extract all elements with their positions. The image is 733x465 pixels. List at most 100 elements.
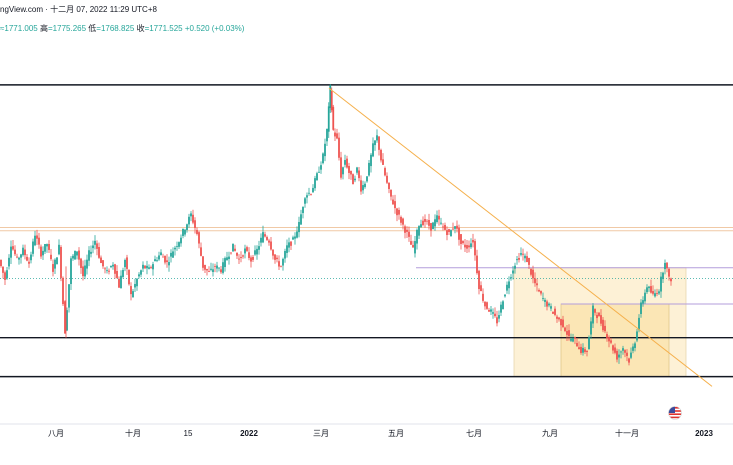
candle-body [388, 182, 390, 189]
candle-body [348, 165, 350, 173]
candle-body [342, 167, 344, 175]
candle [628, 357, 630, 366]
candle-body [230, 252, 232, 254]
candle-body [626, 352, 628, 356]
candle [106, 266, 108, 274]
candle [616, 348, 618, 363]
candle [600, 309, 602, 327]
candle [310, 193, 312, 196]
candle [486, 301, 488, 310]
candle-body [622, 348, 624, 351]
candle-body [124, 259, 126, 268]
candle [514, 262, 516, 274]
candle [336, 128, 338, 140]
candle [280, 265, 282, 268]
candle-body [236, 252, 238, 256]
candle-body [316, 173, 318, 181]
candle-body [504, 294, 506, 297]
candle-body [154, 259, 156, 262]
candle [444, 222, 446, 231]
candle-body [100, 257, 102, 263]
candle-body [262, 232, 264, 243]
us-flag-icon[interactable] [668, 406, 682, 420]
candle [306, 192, 308, 204]
candle-body [329, 85, 332, 109]
candle-body [122, 269, 124, 277]
candle [642, 296, 644, 307]
candle-body [102, 260, 104, 267]
candle [500, 301, 502, 316]
candle-body [614, 347, 616, 353]
candle [192, 209, 194, 225]
candle-body [178, 242, 180, 247]
candle [292, 235, 294, 240]
candle-body [0, 259, 2, 267]
candle [582, 343, 584, 356]
candle [474, 238, 476, 261]
low-value: =1768.825 [96, 24, 135, 33]
candle [498, 310, 500, 323]
candle-body [232, 243, 234, 252]
candle-body [462, 241, 464, 244]
candle-body [256, 248, 258, 255]
candle [6, 266, 8, 280]
candle [506, 281, 508, 294]
candle-body [354, 178, 356, 181]
candle-body [418, 226, 420, 236]
candle [420, 219, 422, 228]
candle [586, 350, 588, 357]
change-value: +0.520 (+0.03%) [184, 24, 245, 33]
candle [386, 172, 388, 184]
candle-body [238, 258, 240, 260]
candle [604, 320, 606, 334]
candle-body [38, 237, 40, 245]
candle-body [194, 220, 196, 228]
candle [118, 276, 120, 288]
candle-body [272, 249, 274, 256]
candle [570, 333, 572, 343]
candle-body [648, 286, 650, 289]
candle [364, 181, 366, 189]
x-tick-label: 十一月 [615, 428, 639, 438]
candle [346, 155, 348, 169]
candle-body [634, 343, 636, 348]
chart-header: ngView.com · 十二月 07, 2022 11:29 UTC+8 [0, 4, 157, 15]
candle [152, 261, 154, 276]
candle [38, 232, 40, 249]
candle [256, 245, 258, 260]
candle [652, 285, 654, 296]
x-tick-label: 五月 [388, 429, 404, 438]
candle-body [42, 250, 44, 256]
candle [558, 316, 560, 322]
candle [376, 129, 378, 143]
candle-body [376, 135, 378, 141]
candle [302, 206, 304, 219]
candle-body [126, 257, 128, 269]
candle [504, 294, 506, 298]
candle-body [327, 106, 330, 132]
candle-body [46, 244, 48, 247]
candle [278, 255, 280, 270]
candle-body [142, 264, 144, 269]
candle [290, 241, 292, 250]
candle [434, 214, 436, 231]
candle [552, 311, 554, 314]
candle-body [656, 293, 658, 294]
candle [138, 272, 140, 279]
candle-body [222, 262, 224, 273]
candle [634, 341, 636, 352]
ohlc-readout: ≈1771.005 高=1775.265 低=1768.825 收=1771.5… [0, 23, 244, 34]
candle [62, 276, 64, 306]
candle-body [300, 214, 302, 225]
candle-body [66, 310, 68, 331]
candle [26, 253, 28, 262]
candle [372, 137, 374, 158]
candle-body [24, 249, 26, 256]
candle [572, 333, 574, 343]
candle-body [430, 223, 432, 231]
low-label: 低 [88, 24, 97, 33]
candle [260, 233, 262, 247]
candle [132, 289, 134, 299]
candle-body [2, 266, 4, 273]
